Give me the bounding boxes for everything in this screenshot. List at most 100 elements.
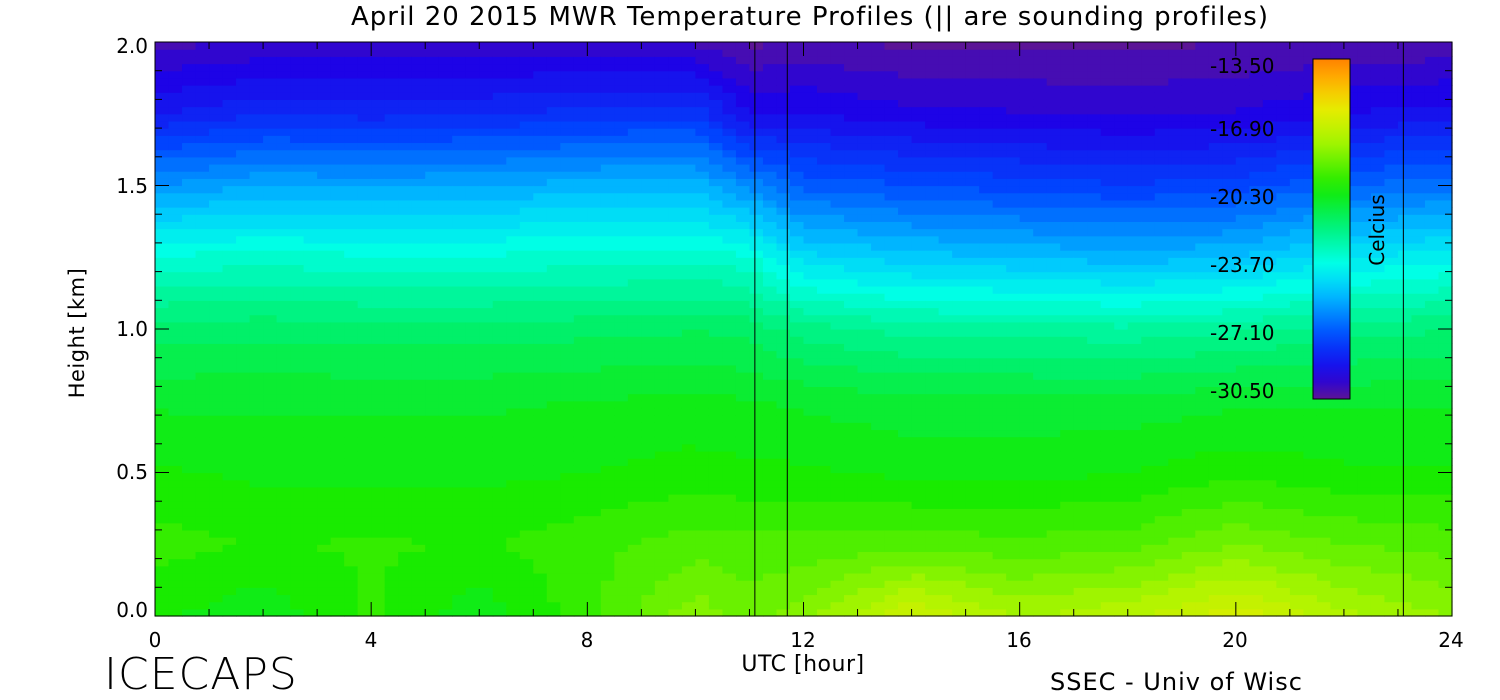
heatmap-cell	[492, 307, 507, 316]
heatmap-cell	[519, 400, 534, 409]
heatmap-cell	[762, 250, 778, 258]
heatmap-cell	[195, 415, 210, 423]
heatmap-cell	[695, 494, 710, 502]
heatmap-cell	[803, 472, 818, 481]
heatmap-cell	[330, 558, 345, 567]
heatmap-cell	[627, 63, 642, 72]
heatmap-cell	[452, 551, 467, 560]
heatmap-cell	[965, 372, 980, 380]
heatmap-cell	[398, 443, 413, 452]
heatmap-cell	[168, 106, 183, 115]
heatmap-cell	[533, 372, 548, 380]
heatmap-cell	[155, 544, 170, 553]
heatmap-cell	[155, 450, 170, 459]
heatmap-cell	[600, 77, 615, 86]
heatmap-cell	[492, 479, 507, 488]
heatmap-cell	[925, 271, 940, 280]
heatmap-cell	[236, 228, 251, 237]
heatmap-cell	[898, 458, 913, 466]
heatmap-cell	[668, 250, 683, 258]
heatmap-cell	[830, 336, 845, 344]
heatmap-cell	[803, 192, 818, 201]
heatmap-cell	[344, 551, 359, 560]
heatmap-cell	[236, 42, 251, 50]
heatmap-cell	[641, 558, 656, 567]
heatmap-cell	[492, 386, 507, 395]
heatmap-cell	[762, 178, 778, 187]
heatmap-cell	[344, 458, 359, 466]
heatmap-cell	[925, 314, 940, 323]
heatmap-cell	[168, 171, 183, 179]
heatmap-cell	[303, 192, 318, 201]
heatmap-cell	[222, 472, 237, 481]
heatmap-cell	[749, 379, 764, 387]
heatmap-cell	[654, 436, 669, 445]
heatmap-cell	[641, 551, 656, 560]
heatmap-cell	[357, 85, 372, 93]
heatmap-cell	[898, 142, 913, 151]
heatmap-cell	[398, 393, 413, 402]
heatmap-cell	[479, 163, 494, 172]
heatmap-cell	[789, 407, 805, 416]
heatmap-cell	[290, 608, 305, 617]
heatmap-cell	[182, 221, 197, 230]
heatmap-cell	[560, 235, 575, 244]
heatmap-cell	[965, 156, 980, 165]
heatmap-cell	[195, 293, 210, 301]
heatmap-cell	[911, 529, 926, 538]
heatmap-cell	[573, 214, 588, 222]
heatmap-cell	[492, 63, 507, 72]
heatmap-cell	[195, 580, 210, 588]
heatmap-cell	[992, 608, 1007, 617]
heatmap-cell	[641, 128, 656, 136]
heatmap-cell	[560, 214, 575, 222]
heatmap-cell	[587, 372, 602, 380]
heatmap-cell	[681, 156, 697, 165]
heatmap-cell	[573, 558, 588, 567]
heatmap-cell	[722, 515, 737, 524]
heatmap-cell	[789, 321, 805, 330]
heatmap-cell	[222, 42, 237, 50]
heatmap-cell	[357, 178, 372, 187]
heatmap-cell	[627, 329, 642, 337]
heatmap-cell	[317, 199, 332, 208]
heatmap-cell	[844, 285, 859, 294]
heatmap-cell	[749, 343, 764, 352]
heatmap-cell	[762, 436, 778, 445]
heatmap-cell	[357, 264, 372, 273]
heatmap-cell	[276, 171, 291, 179]
heatmap-cell	[600, 85, 615, 93]
heatmap-cell	[519, 465, 534, 474]
heatmap-cell	[708, 85, 724, 93]
heatmap-cell	[817, 163, 832, 172]
heatmap-cell	[263, 242, 278, 251]
heatmap-cell	[276, 472, 291, 481]
heatmap-cell	[938, 156, 953, 165]
heatmap-cell	[411, 501, 426, 509]
heatmap-cell	[749, 56, 764, 65]
heatmap-cell	[290, 479, 305, 488]
heatmap-cell	[303, 70, 318, 79]
heatmap-cell	[830, 379, 845, 387]
heatmap-cell	[695, 199, 710, 208]
heatmap-cell	[762, 379, 778, 387]
heatmap-cell	[290, 242, 305, 251]
heatmap-cell	[236, 565, 251, 574]
heatmap-cell	[236, 601, 251, 610]
heatmap-cell	[317, 278, 332, 287]
heatmap-cell	[357, 300, 372, 309]
heatmap-cell	[344, 214, 359, 222]
heatmap-cell	[384, 142, 399, 151]
heatmap-cell	[168, 199, 183, 208]
heatmap-cell	[249, 192, 264, 201]
heatmap-cell	[398, 400, 413, 409]
heatmap-cell	[236, 156, 251, 165]
heatmap-cell	[452, 285, 467, 294]
heatmap-cell	[533, 149, 548, 158]
heatmap-cell	[654, 257, 669, 266]
heatmap-cell	[263, 171, 278, 179]
heatmap-cell	[992, 386, 1007, 395]
heatmap-cell	[155, 343, 170, 352]
heatmap-cell	[587, 163, 602, 172]
heatmap-cell	[668, 558, 683, 567]
